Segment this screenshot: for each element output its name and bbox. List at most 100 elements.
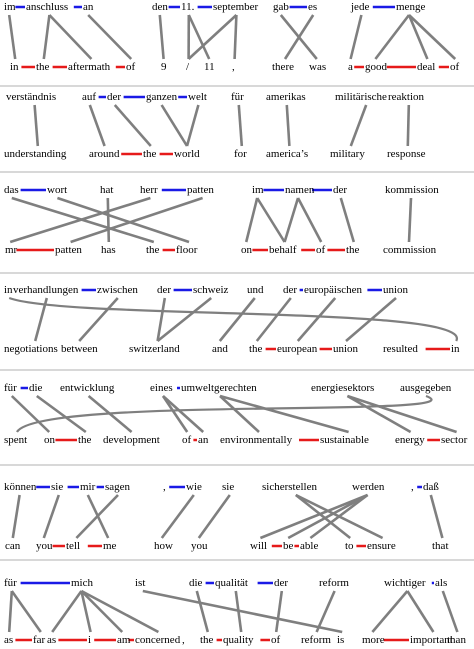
german-word: auf <box>82 91 96 103</box>
alignment-link <box>408 14 457 60</box>
alignment-link <box>274 590 284 633</box>
german-word: in <box>4 284 13 296</box>
english-word: 9 <box>161 61 167 73</box>
alignment-link <box>294 493 352 540</box>
english-word: can <box>5 540 21 552</box>
german-word: wort <box>47 184 67 196</box>
german-word: der <box>333 184 347 196</box>
alignment-link <box>113 104 152 147</box>
alignment-link <box>160 104 189 147</box>
english-word: the <box>146 244 160 256</box>
german-word: kommission <box>385 184 439 196</box>
alignment-link <box>315 590 336 633</box>
alignment-link <box>296 297 337 342</box>
alignment-link <box>10 590 42 633</box>
german-word: daß <box>423 481 439 493</box>
english-word: floor <box>176 244 198 256</box>
english-word: an <box>198 434 209 446</box>
alignment-link <box>233 14 238 60</box>
english-word: be <box>283 540 294 552</box>
alignment-link <box>142 589 343 634</box>
german-word: im <box>252 184 264 196</box>
german-word: gab <box>273 1 289 13</box>
german-word: der <box>274 577 288 589</box>
alignment-link <box>287 493 369 540</box>
alignment-link <box>80 590 92 633</box>
alignment-link <box>88 104 106 147</box>
german-word: hat <box>100 184 113 196</box>
alignment-link <box>285 104 291 147</box>
english-word: on <box>241 244 253 256</box>
alignment-link <box>87 14 133 60</box>
english-word: important <box>410 634 453 646</box>
english-word: union <box>333 343 359 355</box>
english-word: tell <box>66 540 80 552</box>
english-word: sustainable <box>320 434 369 446</box>
german-word: das <box>4 184 19 196</box>
german-word: ganzen <box>146 91 178 103</box>
english-word: for <box>234 148 247 160</box>
alignment-link <box>255 297 292 342</box>
german-word: militärische <box>335 91 387 103</box>
english-word: than <box>447 634 466 646</box>
english-word: the <box>143 148 157 160</box>
alignment-link <box>7 14 17 60</box>
german-word: energiesektors <box>311 382 374 394</box>
german-word: eines <box>150 382 173 394</box>
german-word: der <box>107 91 121 103</box>
alignment-link <box>106 197 111 243</box>
english-word: concerned <box>135 634 181 646</box>
german-word: werden <box>352 481 385 493</box>
alignment-link <box>441 590 459 633</box>
english-word: between <box>61 343 98 355</box>
english-word: and <box>212 343 228 355</box>
english-word: that <box>432 540 449 552</box>
german-word: sagen <box>105 481 131 493</box>
english-word: commission <box>383 244 437 256</box>
english-word: development <box>103 434 160 446</box>
english-word: mr <box>5 244 18 256</box>
alignment-link <box>407 14 429 60</box>
alignment-link <box>158 14 165 60</box>
alignment-link <box>218 297 256 342</box>
english-word: on <box>44 434 56 446</box>
alignment-link <box>36 394 87 434</box>
alignment-link <box>407 197 413 243</box>
german-word: es <box>308 1 317 13</box>
alignment-link <box>406 104 411 147</box>
english-word: will <box>250 540 267 552</box>
english-word: the <box>78 434 92 446</box>
alignment-link <box>161 395 189 433</box>
english-word: a <box>348 61 353 73</box>
german-word: an <box>83 1 94 13</box>
english-word: switzerland <box>129 343 180 355</box>
alignment-panel: in verhandlungen zwischen der schweiz und der e… <box>4 284 460 355</box>
alignment-link <box>33 104 40 147</box>
english-word: of <box>271 634 281 646</box>
english-word: reform <box>301 634 331 646</box>
alignment-link <box>9 196 151 244</box>
english-word: is <box>337 634 344 646</box>
german-word: menge <box>396 1 425 13</box>
english-word: / <box>186 61 190 73</box>
german-word: der <box>283 284 297 296</box>
german-word: entwicklung <box>60 382 115 394</box>
german-word: herr <box>140 184 158 196</box>
german-word: welt <box>188 91 207 103</box>
alignment-link <box>197 494 231 539</box>
alignment-link <box>80 590 124 633</box>
alignment-link <box>429 494 444 539</box>
german-word: für <box>4 382 17 394</box>
english-word: you <box>36 540 53 552</box>
alignment-panel: im anschluss an in the aftermath of den 11. septe… <box>4 1 460 73</box>
english-word: i <box>88 634 91 646</box>
english-word: energy <box>395 434 425 446</box>
alignment-link <box>234 590 243 633</box>
alignment-link <box>346 394 458 434</box>
german-word: schweiz <box>193 284 229 296</box>
german-word: patten <box>187 184 214 196</box>
alignment-panel: für mich ist die qualität der reform wichtiger a… <box>4 577 466 646</box>
german-word: , <box>163 481 166 493</box>
alignment-panel: verständnis understanding auf der ganzen welt… <box>4 91 426 160</box>
